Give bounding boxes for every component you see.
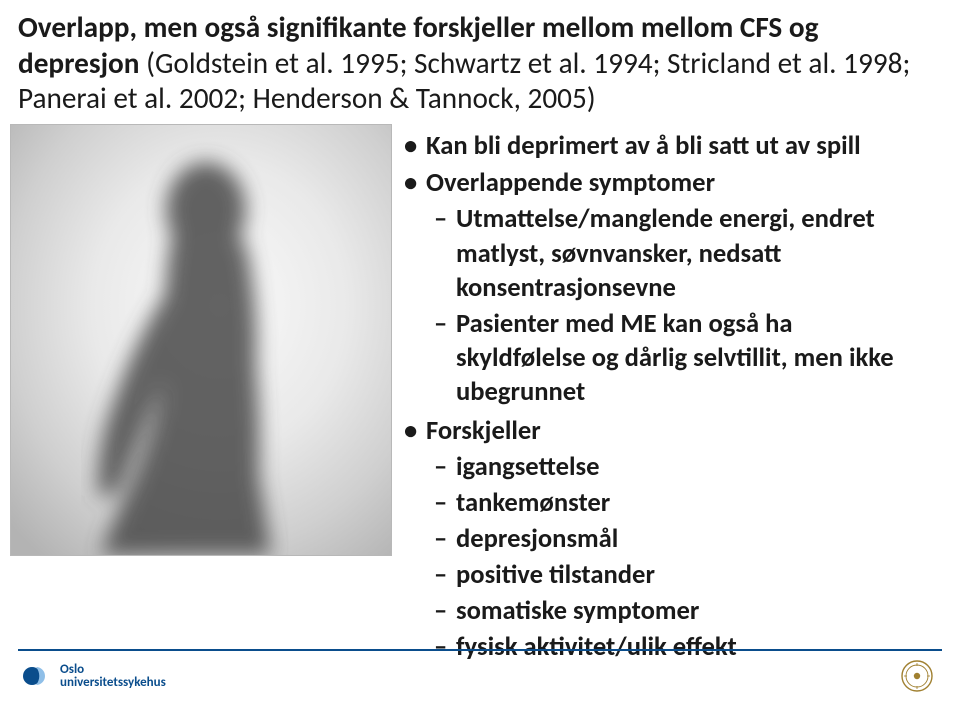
slide: Overlapp, men også signifikante forskjel… xyxy=(0,0,960,705)
oslo-logo-text: Oslo universitetssykehus xyxy=(60,663,166,689)
footer: Oslo universitetssykehus xyxy=(0,649,960,705)
oslo-logo: Oslo universitetssykehus xyxy=(22,661,166,691)
bullet-label: Kan bli deprimert av å bli satt ut av sp… xyxy=(426,130,861,162)
sub-item: tankemønster xyxy=(426,486,920,520)
content-area: Kan bli deprimert av å bli satt ut av sp… xyxy=(400,130,920,670)
oslo-logo-icon xyxy=(22,661,52,691)
slide-title: Overlapp, men også signifikante forskjel… xyxy=(18,10,930,117)
bullet-label: Forskjeller xyxy=(426,415,541,447)
seal-icon xyxy=(900,659,934,698)
bullet-label: Overlappende symptomer xyxy=(426,167,715,199)
footer-divider xyxy=(18,649,942,651)
sub-item: Pasienter med ME kan også ha skyldfølels… xyxy=(426,307,920,409)
title-citation: (Goldstein et al. 1995; Schwartz et al. … xyxy=(18,45,910,117)
logo-line2: universitetssykehus xyxy=(60,675,166,690)
sub-item: Utmattelse/manglende energi, endret matl… xyxy=(426,202,920,304)
silhouette-image xyxy=(10,124,392,556)
sub-item: positive tilstander xyxy=(426,558,920,592)
bullet-list: Kan bli deprimert av å bli satt ut av sp… xyxy=(400,130,920,664)
bullet-item: Kan bli deprimert av å bli satt ut av sp… xyxy=(400,130,920,163)
bullet-item: Overlappende symptomer Utmattelse/mangle… xyxy=(400,167,920,408)
bullet-item: Forskjeller igangsettelse tankemønster d… xyxy=(400,415,920,664)
sub-list: igangsettelse tankemønster depresjonsmål… xyxy=(426,450,920,664)
sub-item: depresjonsmål xyxy=(426,522,920,556)
sub-item: igangsettelse xyxy=(426,450,920,484)
sub-item: somatiske symptomer xyxy=(426,594,920,628)
sub-list: Utmattelse/manglende energi, endret matl… xyxy=(426,202,920,408)
